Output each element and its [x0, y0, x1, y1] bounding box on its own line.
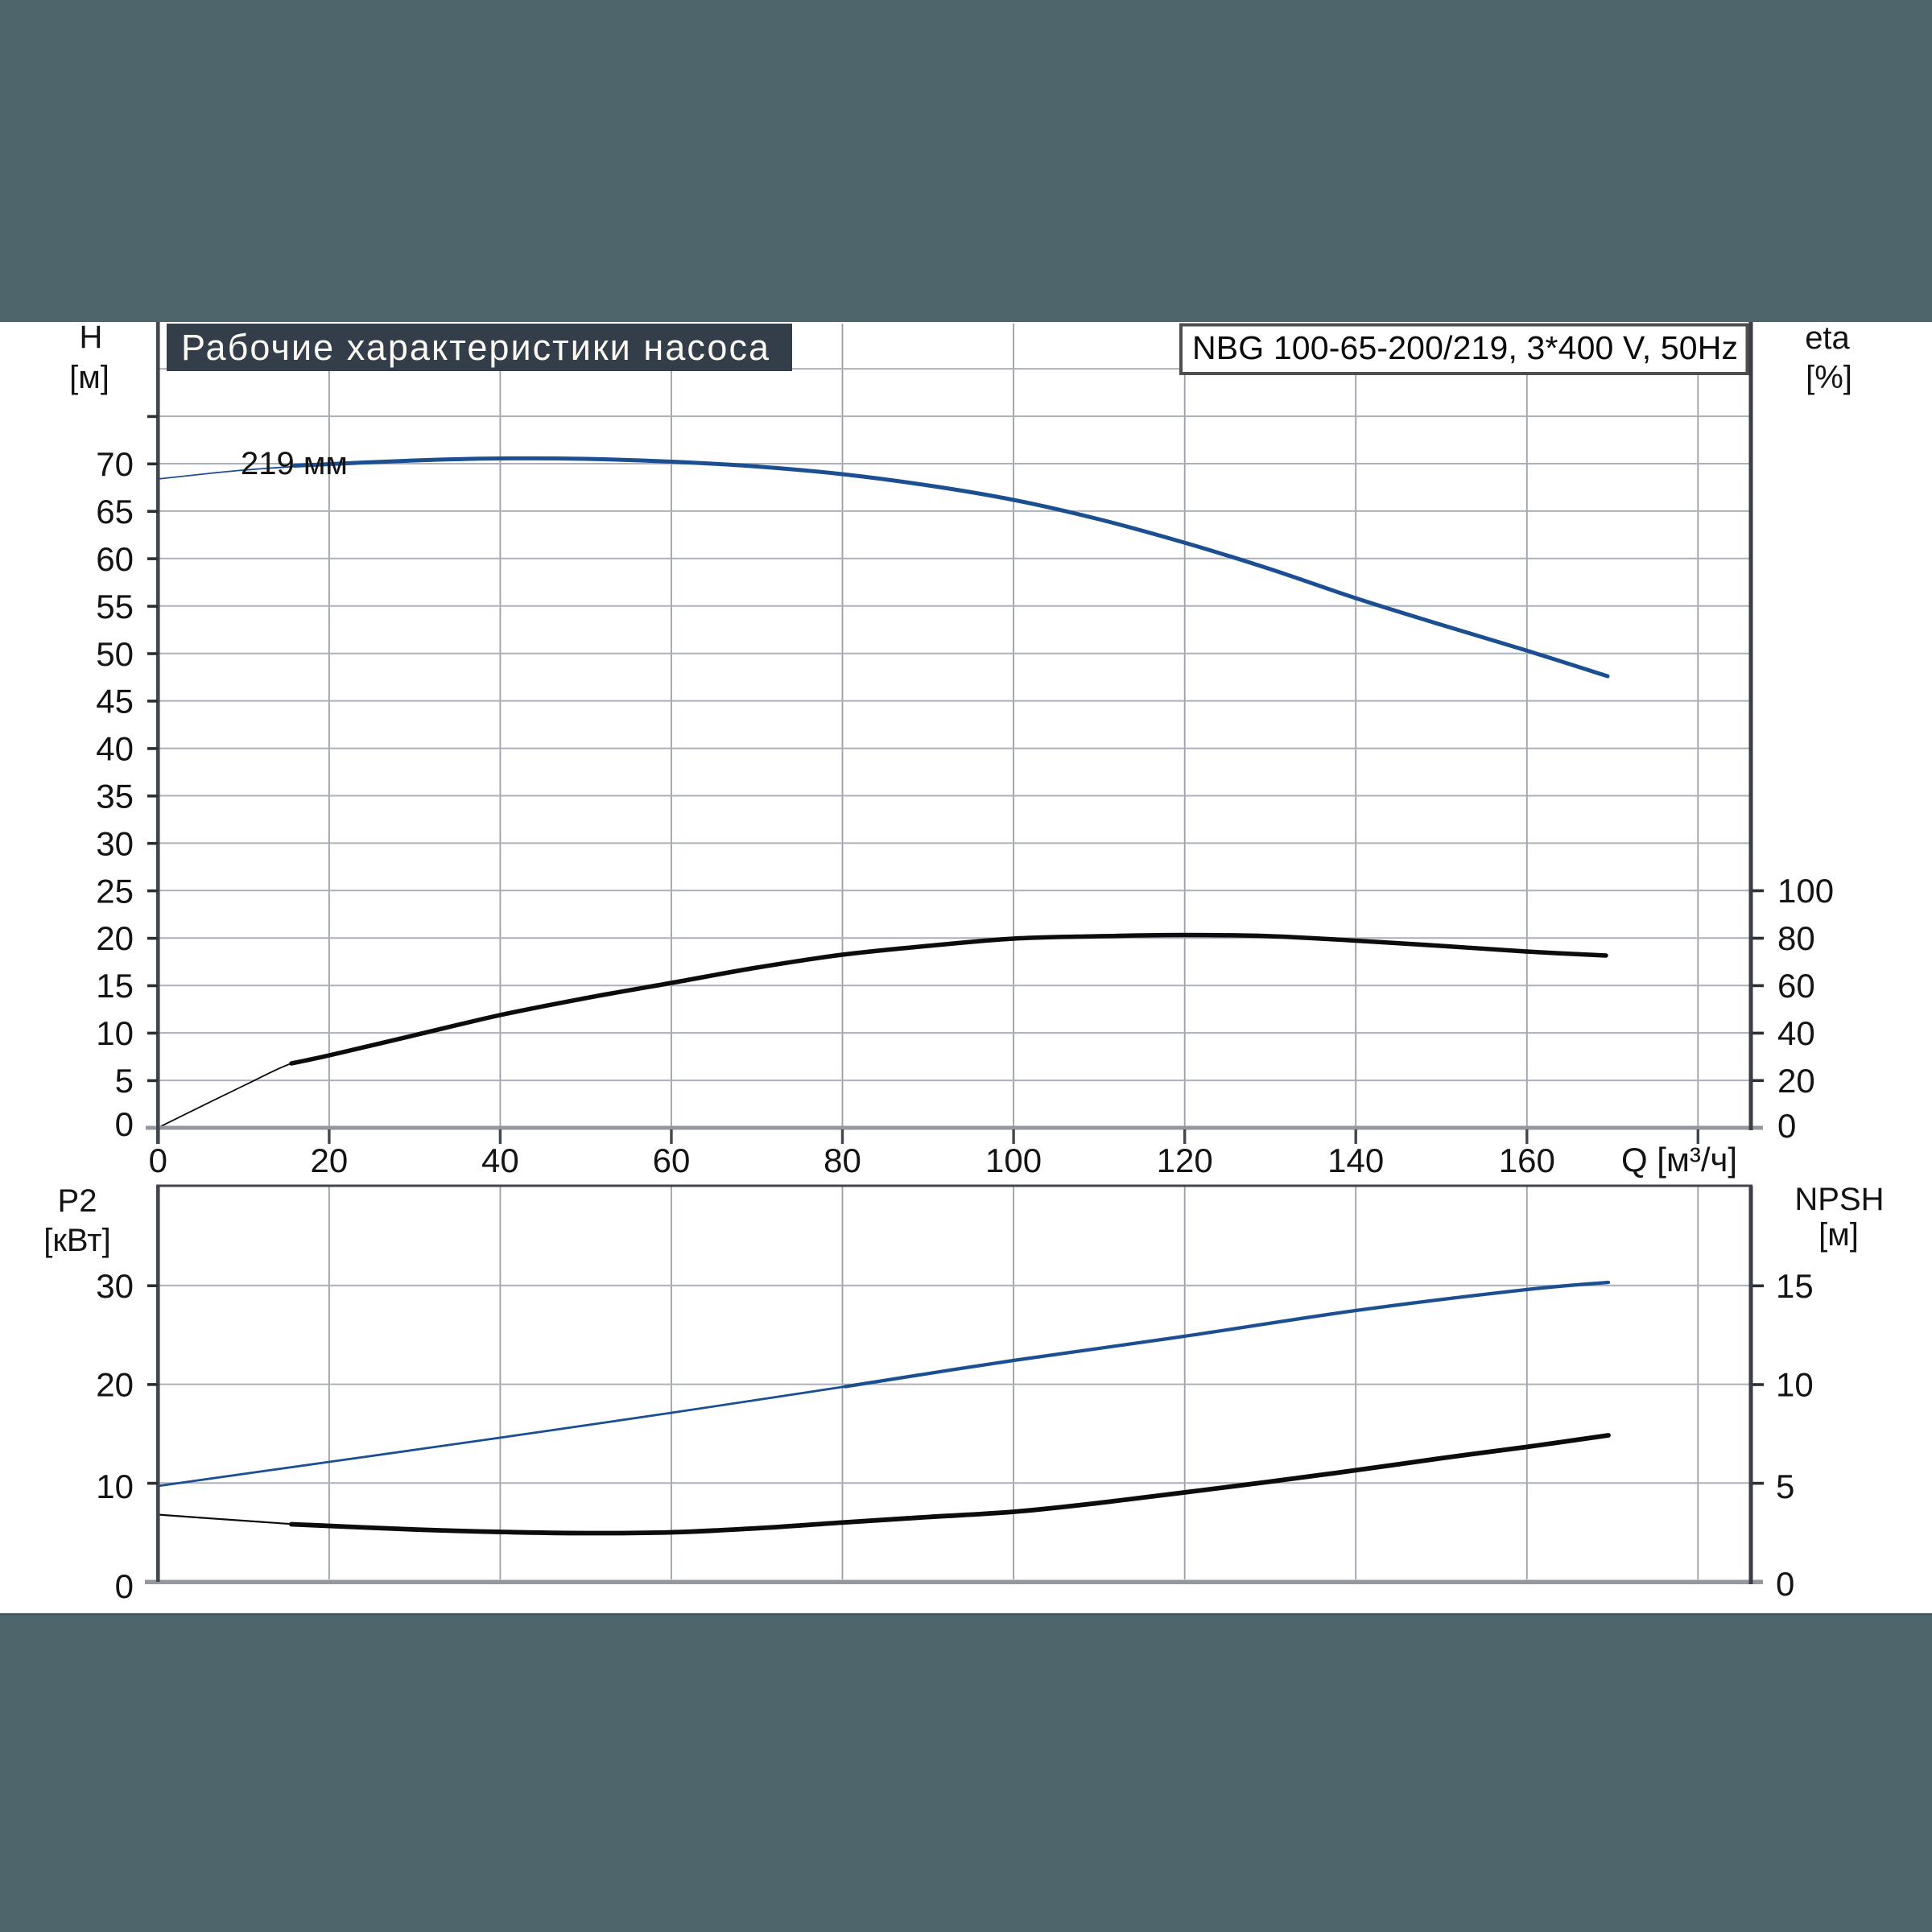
svg-text:60: 60 — [1777, 967, 1815, 1005]
svg-text:35: 35 — [96, 778, 134, 815]
svg-text:219 мм: 219 мм — [241, 446, 348, 481]
svg-text:65: 65 — [96, 493, 134, 530]
svg-text:45: 45 — [96, 683, 134, 720]
svg-text:20: 20 — [96, 1366, 134, 1404]
svg-text:55: 55 — [96, 588, 134, 625]
svg-text:100: 100 — [1777, 872, 1834, 910]
svg-text:30: 30 — [96, 824, 134, 862]
svg-text:30: 30 — [96, 1267, 134, 1305]
svg-text:70: 70 — [96, 445, 134, 483]
svg-text:20: 20 — [311, 1141, 349, 1179]
svg-text:50: 50 — [96, 635, 134, 673]
svg-text:[м]: [м] — [1818, 1217, 1859, 1253]
svg-text:120: 120 — [1157, 1141, 1213, 1179]
svg-text:140: 140 — [1327, 1141, 1384, 1179]
svg-text:60: 60 — [653, 1141, 691, 1179]
svg-text:40: 40 — [1777, 1014, 1815, 1052]
svg-text:10: 10 — [1776, 1366, 1814, 1404]
svg-text:Q [м³/ч]: Q [м³/ч] — [1621, 1141, 1737, 1179]
svg-text:5: 5 — [1776, 1468, 1794, 1505]
svg-text:25: 25 — [96, 872, 134, 910]
svg-text:20: 20 — [1777, 1062, 1815, 1100]
svg-text:0: 0 — [1776, 1565, 1794, 1603]
svg-text:15: 15 — [96, 967, 134, 1005]
svg-text:NPSH: NPSH — [1794, 1182, 1884, 1217]
svg-text:60: 60 — [96, 540, 134, 578]
svg-text:0: 0 — [1777, 1107, 1796, 1145]
svg-text:100: 100 — [985, 1141, 1042, 1179]
svg-text:0: 0 — [115, 1567, 134, 1605]
svg-text:[%]: [%] — [1806, 360, 1852, 395]
svg-text:10: 10 — [96, 1014, 134, 1052]
svg-text:0: 0 — [115, 1105, 134, 1143]
svg-text:40: 40 — [96, 730, 134, 768]
svg-text:[кВт]: [кВт] — [43, 1223, 110, 1258]
svg-text:10: 10 — [96, 1468, 134, 1505]
svg-text:80: 80 — [824, 1141, 861, 1179]
svg-text:5: 5 — [115, 1062, 134, 1100]
svg-text:[м]: [м] — [69, 360, 109, 395]
svg-text:P2: P2 — [58, 1183, 97, 1219]
svg-text:H: H — [80, 320, 103, 355]
svg-text:20: 20 — [96, 919, 134, 957]
svg-text:80: 80 — [1777, 919, 1815, 957]
svg-text:eta: eta — [1805, 320, 1850, 356]
svg-text:15: 15 — [1776, 1267, 1814, 1305]
svg-text:Рабочие характеристики насоса: Рабочие характеристики насоса — [181, 327, 770, 368]
svg-text:0: 0 — [149, 1141, 167, 1179]
svg-text:NBG 100-65-200/219, 3*400 V, 5: NBG 100-65-200/219, 3*400 V, 50Hz — [1192, 329, 1738, 366]
svg-text:40: 40 — [481, 1141, 519, 1179]
svg-text:160: 160 — [1499, 1141, 1555, 1179]
